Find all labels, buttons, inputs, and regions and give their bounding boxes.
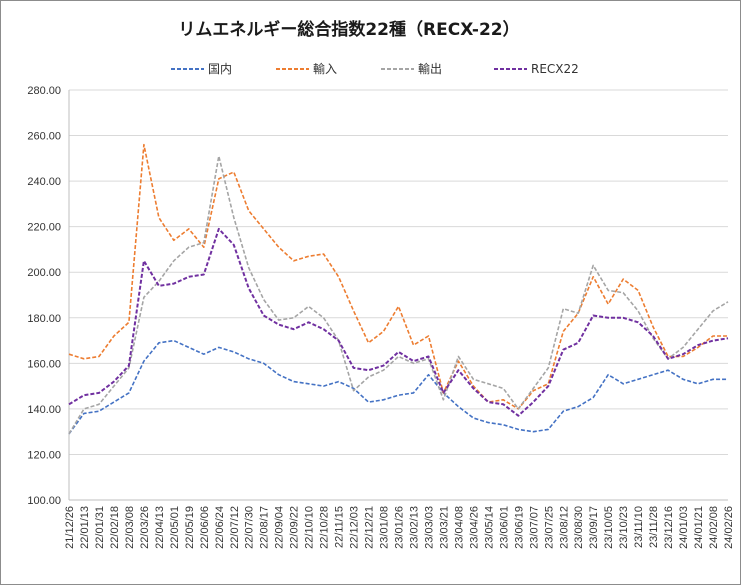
x-tick-label: 24/02/26 (723, 506, 735, 549)
legend-label: RECX22 (531, 62, 579, 76)
series-line-3 (68, 227, 729, 417)
x-tick-label: 22/05/01 (169, 506, 181, 549)
x-tick-label: 23/08/30 (573, 506, 585, 549)
x-tick-label: 22/06/06 (199, 506, 211, 549)
x-tick-label: 23/05/14 (483, 506, 495, 549)
x-tick-label: 22/01/31 (94, 506, 106, 549)
x-tick-label: 23/10/23 (618, 506, 630, 549)
x-tick-label: 22/12/21 (364, 506, 376, 549)
y-tick-label: 140.00 (27, 404, 61, 416)
x-axis: 21/12/26 22/01/13 22/01/31 22/02/18 22/03/08… (64, 499, 735, 549)
series-line-0 (68, 339, 728, 435)
x-tick-label: 22/01/13 (79, 506, 91, 549)
chart-title: リムエネルギー総合指数22種（RECX-22） (178, 19, 519, 40)
series-line-2 (68, 155, 729, 435)
x-tick-label: 22/06/24 (214, 506, 226, 549)
y-tick-label: 180.00 (27, 313, 61, 325)
x-tick-label: 22/02/18 (109, 506, 121, 549)
x-tick-label: 21/12/26 (64, 506, 76, 549)
x-tick-label: 23/04/08 (453, 506, 465, 549)
x-tick-label: 22/08/17 (259, 506, 271, 549)
x-tick-label: 23/01/08 (379, 506, 391, 549)
x-tick-label: 24/01/03 (678, 506, 690, 549)
x-tick-label: 23/02/13 (408, 506, 420, 549)
y-tick-label: 120.00 (27, 449, 61, 461)
x-tick-label: 23/11/28 (648, 506, 660, 548)
x-tick-label: 23/11/10 (633, 506, 645, 548)
x-tick-label: 22/04/13 (154, 506, 166, 549)
y-tick-label: 100.00 (27, 495, 61, 507)
y-tick-label: 260.00 (27, 131, 61, 143)
x-tick-label: 23/09/17 (588, 506, 600, 549)
x-tick-label: 23/07/07 (528, 506, 540, 549)
y-tick-label: 220.00 (27, 222, 61, 234)
legend-label: 輸出 (418, 61, 442, 76)
series-line-1 (68, 143, 728, 410)
series-lines (68, 143, 729, 435)
x-tick-label: 22/09/22 (289, 506, 301, 549)
y-tick-label: 240.00 (27, 176, 61, 188)
x-tick-label: 23/06/19 (513, 506, 525, 549)
x-tick-label: 22/09/04 (274, 506, 286, 549)
x-tick-label: 22/07/12 (229, 506, 241, 549)
x-tick-label: 23/10/05 (603, 506, 615, 549)
legend-label: 国内 (208, 62, 232, 76)
x-tick-label: 23/06/01 (498, 506, 510, 549)
x-tick-label: 23/07/25 (543, 506, 555, 549)
x-tick-label: 23/01/26 (394, 506, 406, 549)
y-tick-label: 200.00 (27, 267, 61, 279)
x-tick-label: 23/03/21 (438, 506, 450, 549)
x-tick-label: 23/03/03 (423, 506, 435, 549)
gridlines (69, 89, 728, 501)
legend-label: 輸入 (313, 61, 337, 76)
y-tick-label: 160.00 (27, 358, 61, 370)
x-tick-label: 24/01/21 (693, 506, 705, 549)
x-tick-label: 22/10/28 (319, 506, 331, 549)
x-tick-label: 23/08/12 (558, 506, 570, 549)
x-tick-label: 22/10/10 (304, 506, 316, 549)
x-tick-label: 22/11/15 (334, 506, 346, 548)
legend: 国内 輸入 輸出 RECX22 (171, 61, 579, 76)
x-tick-label: 22/05/19 (184, 506, 196, 549)
x-tick-label: 22/03/08 (124, 506, 136, 549)
x-tick-label: 23/04/26 (468, 506, 480, 549)
y-tick-label: 280.00 (27, 85, 61, 97)
x-tick-label: 24/02/08 (708, 506, 720, 549)
x-tick-label: 22/07/30 (244, 506, 256, 549)
x-tick-label: 23/12/16 (663, 506, 675, 549)
x-tick-label: 22/03/26 (139, 506, 151, 549)
y-axis: 100.00 120.00 140.00 160.00 180.00 200.00 220.… (27, 85, 70, 507)
x-tick-label: 22/12/03 (349, 506, 361, 549)
